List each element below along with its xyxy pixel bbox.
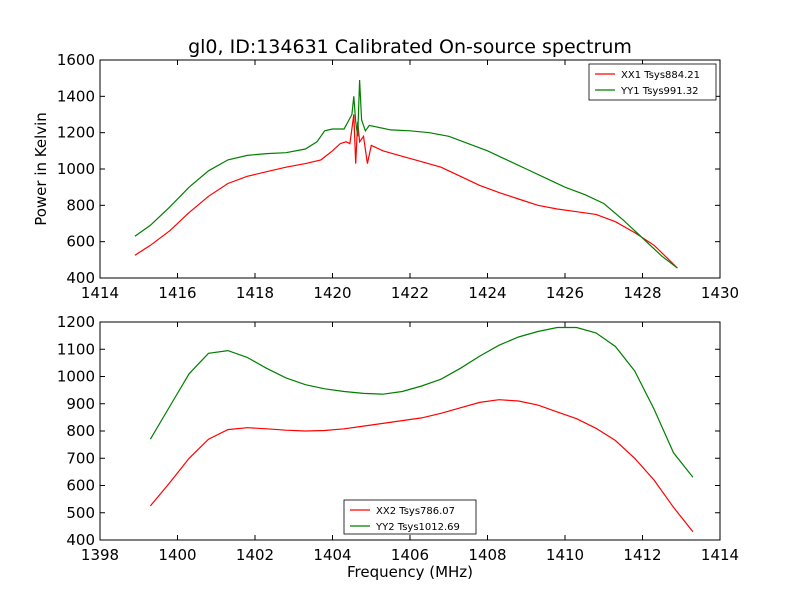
y-tick-label: 800 [66, 422, 95, 440]
x-tick-label: 1412 [623, 546, 661, 564]
x-tick-label: 1420 [313, 284, 351, 302]
x-tick-label: 1416 [158, 284, 196, 302]
x-tick-label: 1410 [546, 546, 584, 564]
series-line [134, 79, 678, 269]
y-tick-label: 1200 [57, 124, 95, 142]
x-tick-label: 1402 [236, 546, 274, 564]
figure-title: gl0, ID:134631 Calibrated On-source spec… [188, 36, 632, 58]
y-tick-label: 1000 [57, 160, 95, 178]
y-axis-label: Power in Kelvin [32, 112, 50, 226]
legend-label: XX2 Tsys786.07 [376, 506, 455, 517]
legend-label: YY1 Tsys991.32 [620, 86, 699, 97]
legend-label: YY2 Tsys1012.69 [375, 522, 460, 533]
y-tick-label: 800 [66, 196, 95, 214]
x-tick-label: 1422 [391, 284, 429, 302]
y-tick-label: 1000 [57, 368, 95, 386]
y-tick-label: 400 [66, 531, 95, 549]
x-tick-label: 1406 [391, 546, 429, 564]
x-tick-label: 1418 [236, 284, 274, 302]
y-tick-label: 500 [66, 504, 95, 522]
y-tick-label: 600 [66, 233, 95, 251]
y-tick-label: 1200 [57, 313, 95, 331]
legend-box [588, 63, 717, 101]
legend-box [343, 499, 477, 535]
y-tick-label: 1100 [57, 340, 95, 358]
series-line [134, 114, 678, 269]
x-tick-label: 1430 [701, 284, 739, 302]
legend: XX1 Tsys884.21 YY1 Tsys991.32 [588, 63, 717, 101]
x-tick-label: 1414 [81, 284, 119, 302]
x-tick-label: 1404 [313, 546, 351, 564]
y-tick-label: 1400 [57, 87, 95, 105]
x-tick-label: 1398 [81, 546, 119, 564]
series-line [149, 399, 694, 533]
x-axis-label: Frequency (MHz) [347, 563, 473, 581]
x-tick-label: 1428 [623, 284, 661, 302]
y-tick-label: 600 [66, 477, 95, 495]
legend-label: XX1 Tsys884.21 [621, 70, 700, 81]
y-tick-label: 1600 [57, 51, 95, 69]
x-tick-label: 1424 [468, 284, 506, 302]
series-line [149, 326, 694, 478]
y-tick-label: 700 [66, 449, 95, 467]
y-tick-label: 400 [66, 269, 95, 287]
x-tick-label: 1426 [546, 284, 584, 302]
upper-plot: 1414 1416 1418 1420 1422 1424 1426 1428 1430 400 6… [32, 51, 739, 302]
legend: XX2 Tsys786.07 YY2 Tsys1012.69 [343, 499, 477, 535]
x-tick-label: 1414 [701, 546, 739, 564]
lower-plot: 1398 1400 1402 1404 1406 1408 1410 1412 1414 400 5… [57, 313, 739, 581]
x-tick-label: 1408 [468, 546, 506, 564]
y-tick-label: 900 [66, 395, 95, 413]
x-tick-label: 1400 [158, 546, 196, 564]
